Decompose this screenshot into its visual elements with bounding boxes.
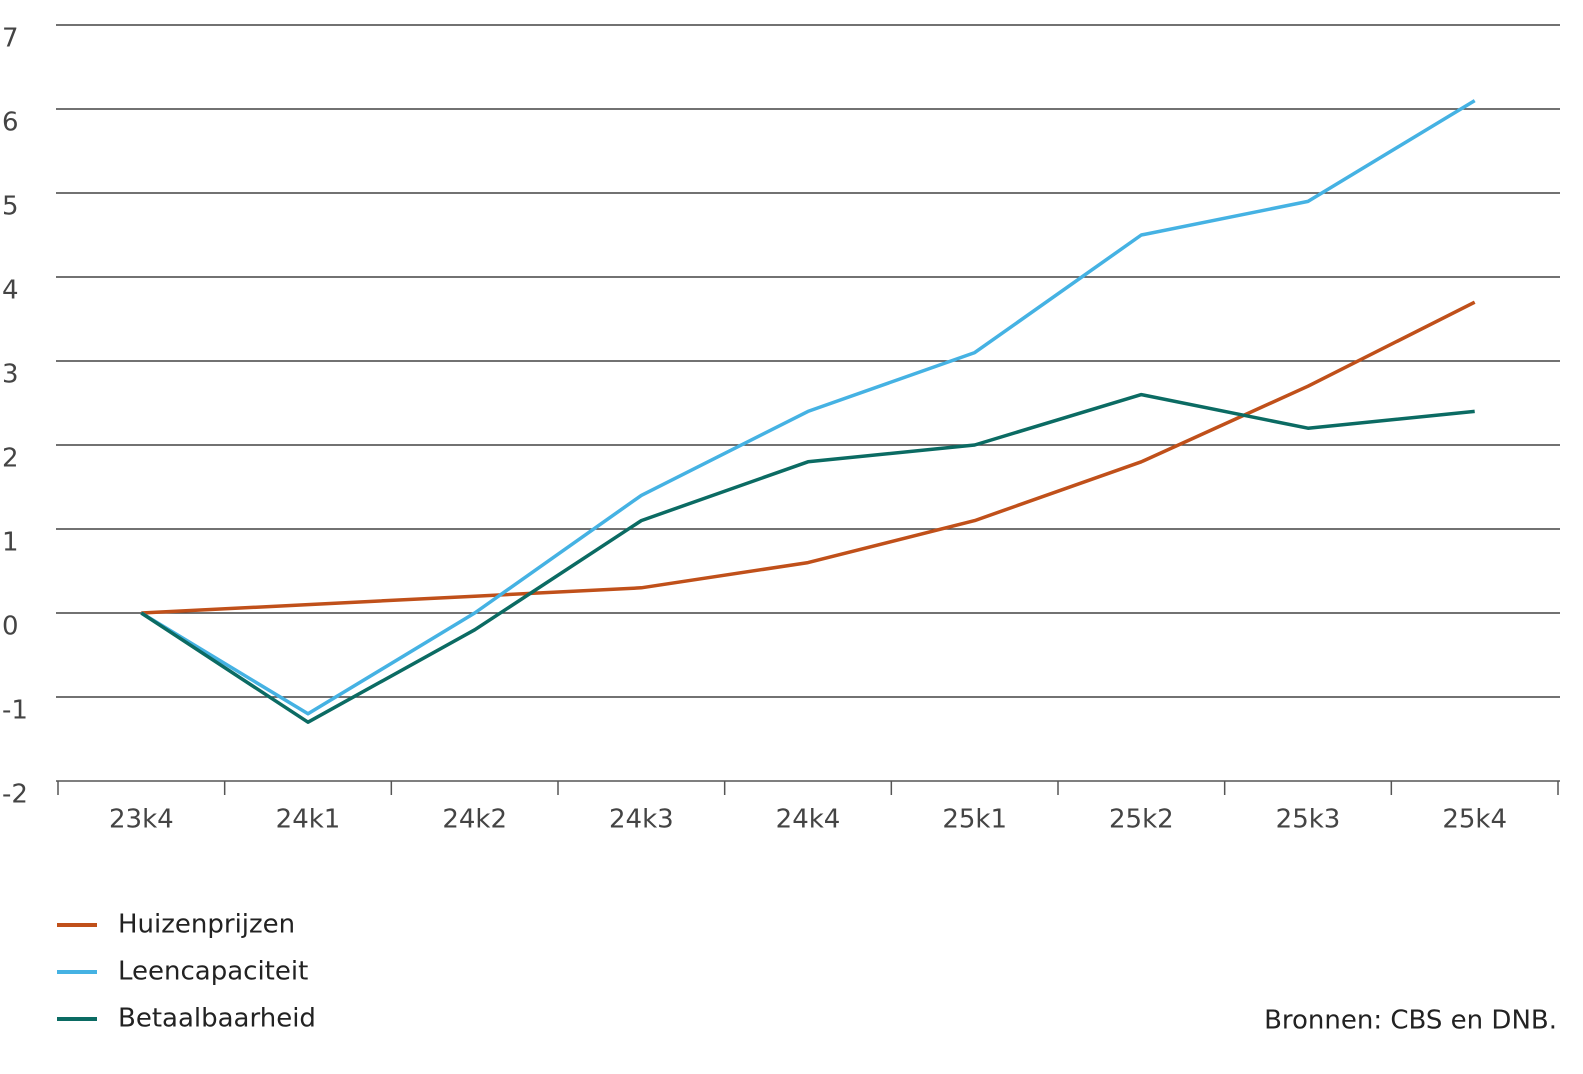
y-tick-label: 4 <box>2 276 19 306</box>
x-tick-label: 25k3 <box>1276 805 1341 835</box>
legend-label: Huizenprijzen <box>118 910 295 940</box>
series-line <box>140 99 1476 716</box>
source-note: Bronnen: CBS en DNB. <box>1264 1006 1557 1036</box>
x-tick-label: 24k3 <box>609 805 674 835</box>
y-tick-label: 5 <box>2 192 19 222</box>
x-tick-label: 25k4 <box>1442 805 1507 835</box>
y-tick-label: 6 <box>2 108 19 138</box>
y-tick-label: 7 <box>2 24 19 54</box>
y-tick-label: 1 <box>2 528 19 558</box>
series-line <box>141 300 1476 615</box>
y-tick-label: 0 <box>2 612 19 642</box>
legend-label: Betaalbaarheid <box>118 1004 316 1034</box>
series-line <box>140 392 1475 724</box>
x-tick-label: 24k4 <box>776 805 841 835</box>
y-tick-label: -2 <box>2 780 28 810</box>
y-tick-label: 3 <box>2 360 19 390</box>
y-tick-label: 2 <box>2 444 19 474</box>
x-tick-label: 23k4 <box>109 805 174 835</box>
x-tick-label: 25k2 <box>1109 805 1174 835</box>
x-tick-label: 24k2 <box>442 805 507 835</box>
legend-label: Leencapaciteit <box>118 957 308 987</box>
x-tick-label: 25k1 <box>942 805 1007 835</box>
y-tick-label: -1 <box>2 696 28 726</box>
x-tick-label: 24k1 <box>276 805 341 835</box>
